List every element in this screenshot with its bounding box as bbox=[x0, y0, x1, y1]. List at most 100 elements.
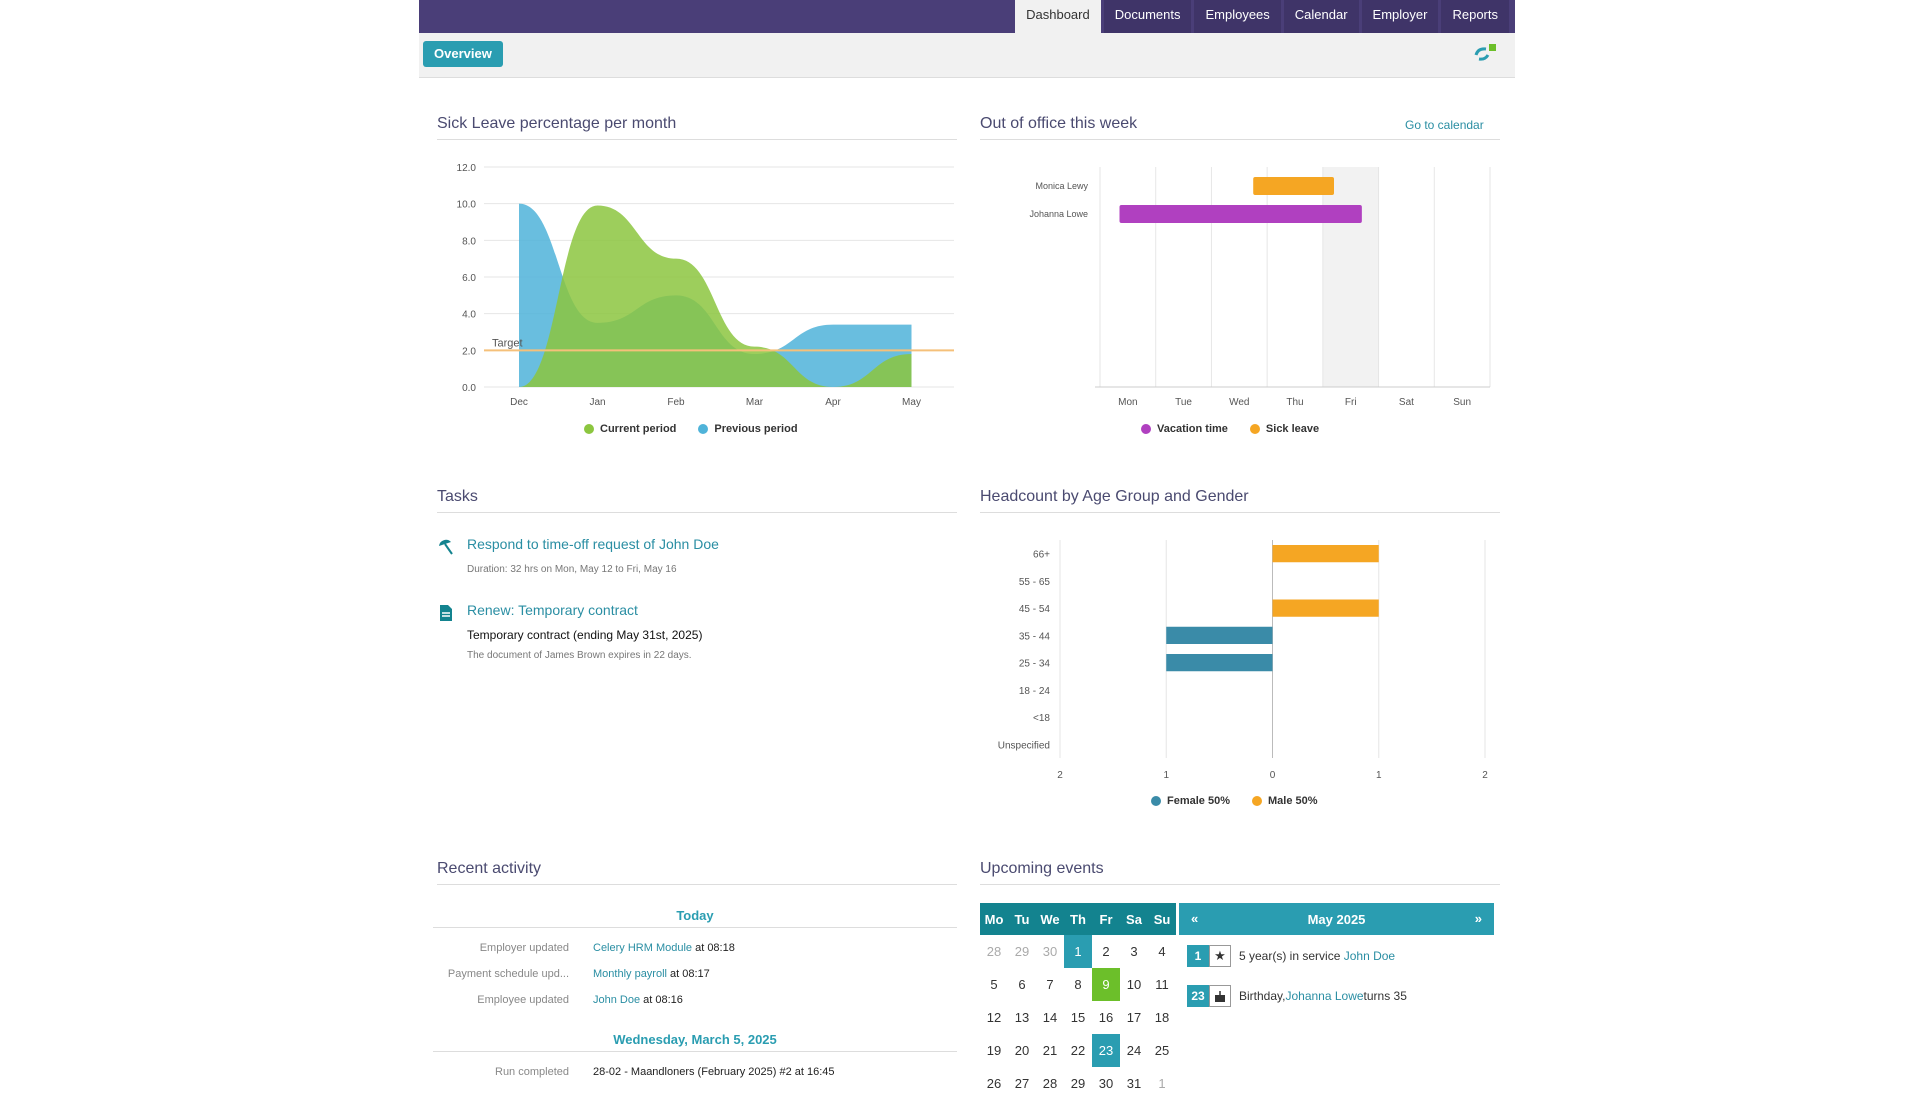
calendar-day[interactable]: 26 bbox=[986, 1076, 1002, 1091]
weekday-header: Fr bbox=[1092, 903, 1120, 935]
calendar-day[interactable]: 12 bbox=[986, 1010, 1002, 1025]
legend-previous-period[interactable]: Previous period bbox=[698, 423, 798, 435]
calendar-day[interactable]: 19 bbox=[986, 1043, 1002, 1058]
calendar-day[interactable]: 18 bbox=[1154, 1010, 1170, 1025]
legend-male[interactable]: Male 50% bbox=[1251, 795, 1318, 807]
ooo-bar bbox=[1119, 205, 1362, 223]
calendar-week-row: 5 6 7 8 9 10 11 bbox=[980, 968, 1176, 1001]
calendar-day[interactable]: 17 bbox=[1126, 1010, 1142, 1025]
calendar-day[interactable]: 4 bbox=[1158, 944, 1166, 959]
legend-vacation-time[interactable]: Vacation time bbox=[1141, 423, 1228, 435]
calendar-day-today[interactable]: 9 bbox=[1092, 968, 1120, 1001]
calendar-day[interactable]: 10 bbox=[1126, 977, 1142, 992]
x-tick-label: 0 bbox=[1270, 770, 1276, 780]
task-title[interactable]: Respond to time-off request of John Doe bbox=[467, 536, 719, 552]
x-tick-label: 1 bbox=[1376, 770, 1382, 780]
birthday-cake-glyph bbox=[1215, 991, 1225, 1002]
calendar-day-event[interactable]: 23 bbox=[1092, 1034, 1120, 1067]
tab-employer[interactable]: Employer bbox=[1361, 0, 1439, 33]
x-tick-label: Sat bbox=[1399, 397, 1414, 408]
person-label: Monica Lewy bbox=[1035, 181, 1088, 191]
calendar-day[interactable]: 16 bbox=[1098, 1010, 1114, 1025]
x-tick-label: Fri bbox=[1345, 397, 1357, 408]
calendar-day[interactable]: 8 bbox=[1074, 977, 1082, 992]
weekday-header: Su bbox=[1148, 903, 1176, 935]
calendar-day[interactable]: 29 bbox=[1070, 1076, 1086, 1091]
calendar-day[interactable]: 7 bbox=[1046, 977, 1054, 992]
task-detail: Duration: 32 hrs on Mon, May 12 to Fri, … bbox=[467, 564, 677, 575]
document-icon bbox=[440, 605, 452, 621]
calendar-day[interactable]: 27 bbox=[1014, 1076, 1030, 1091]
x-tick-label: Feb bbox=[667, 397, 685, 408]
calendar-day[interactable]: 15 bbox=[1070, 1010, 1086, 1025]
y-tick-label: 4.0 bbox=[462, 310, 476, 321]
event-text: Birthday, bbox=[1239, 989, 1286, 1003]
legend-current-period[interactable]: Current period bbox=[584, 423, 676, 435]
weekday-header: We bbox=[1036, 903, 1064, 935]
main-tabs: Dashboard Documents Employees Calendar E… bbox=[1012, 0, 1509, 33]
calendar-day[interactable]: 6 bbox=[1018, 977, 1026, 992]
calendar-week-row: 19 20 21 22 23 24 25 bbox=[980, 1034, 1176, 1067]
activity-link[interactable]: John Doe bbox=[593, 994, 641, 1006]
calendar-day[interactable]: 21 bbox=[1042, 1043, 1058, 1058]
task-item[interactable]: Renew: Temporary contract Temporary cont… bbox=[437, 602, 937, 672]
go-to-calendar-link[interactable]: Go to calendar bbox=[1405, 118, 1484, 132]
calendar-day[interactable]: 28 bbox=[1042, 1076, 1058, 1091]
y-tick-label: 55 - 65 bbox=[1019, 577, 1051, 588]
x-tick-label: 1 bbox=[1163, 770, 1169, 780]
female-bar bbox=[1166, 626, 1273, 644]
calendar-day[interactable]: 22 bbox=[1070, 1043, 1086, 1058]
next-month-button[interactable]: » bbox=[1474, 911, 1482, 926]
legend-label-female: Female 50% bbox=[1167, 795, 1230, 807]
x-tick-label: Dec bbox=[510, 397, 528, 408]
y-tick-label: 10.0 bbox=[457, 200, 477, 211]
calendar-week-row: 12 13 14 15 16 17 18 bbox=[980, 1001, 1176, 1034]
calendar-day[interactable]: 31 bbox=[1126, 1076, 1142, 1091]
calendar-day[interactable]: 29 bbox=[1014, 944, 1030, 959]
calendar-day-event[interactable]: 1 bbox=[1064, 935, 1092, 968]
legend-label-previous: Previous period bbox=[714, 423, 798, 435]
legend-sick-leave[interactable]: Sick leave bbox=[1249, 423, 1319, 435]
calendar-day[interactable]: 30 bbox=[1098, 1076, 1114, 1091]
tab-dashboard[interactable]: Dashboard bbox=[1015, 0, 1101, 33]
x-tick-label: Wed bbox=[1229, 397, 1249, 408]
overview-button[interactable]: Overview bbox=[423, 41, 503, 67]
out-of-office-legend: Vacation time Sick leave bbox=[1141, 423, 1319, 435]
calendar-day[interactable]: 28 bbox=[986, 944, 1002, 959]
x-tick-label: Apr bbox=[825, 397, 841, 408]
activity-link[interactable]: Monthly payroll bbox=[593, 968, 667, 980]
calendar-day[interactable]: 24 bbox=[1126, 1043, 1142, 1058]
calendar-day[interactable]: 30 bbox=[1042, 944, 1058, 959]
calendar-week-row: 26 27 28 29 30 31 1 bbox=[980, 1067, 1176, 1100]
event-person-link[interactable]: Johanna Lowe bbox=[1285, 989, 1364, 1003]
activity-label: Employee updated bbox=[477, 994, 569, 1006]
calendar-day[interactable]: 13 bbox=[1014, 1010, 1030, 1025]
legend-label-vacation: Vacation time bbox=[1157, 423, 1228, 435]
previous-month-button[interactable]: « bbox=[1191, 911, 1199, 926]
target-label: Target bbox=[492, 337, 523, 349]
legend-female[interactable]: Female 50% bbox=[1151, 795, 1230, 807]
tab-calendar[interactable]: Calendar bbox=[1283, 0, 1359, 33]
task-title[interactable]: Renew: Temporary contract bbox=[467, 602, 638, 618]
x-tick-label: Mar bbox=[746, 397, 764, 408]
task-item[interactable]: Respond to time-off request of John Doe … bbox=[437, 536, 937, 586]
sick-leave-legend: Current period Previous period bbox=[584, 423, 798, 435]
calendar-day[interactable]: 2 bbox=[1102, 944, 1110, 959]
event-day-badge: 1 bbox=[1187, 945, 1209, 967]
headcount-title: Headcount by Age Group and Gender bbox=[980, 488, 1500, 513]
event-person-link[interactable]: John Doe bbox=[1343, 949, 1396, 963]
calendar-day[interactable]: 11 bbox=[1155, 977, 1169, 992]
calendar-day[interactable]: 3 bbox=[1130, 944, 1138, 959]
tab-reports[interactable]: Reports bbox=[1441, 0, 1509, 33]
activity-row: Employer updated Celery HRM Module at 08… bbox=[433, 942, 957, 960]
calendar-day[interactable]: 5 bbox=[990, 977, 998, 992]
activity-link[interactable]: Celery HRM Module bbox=[593, 942, 693, 954]
tab-employees[interactable]: Employees bbox=[1194, 0, 1281, 33]
tab-documents[interactable]: Documents bbox=[1103, 0, 1192, 33]
birthday-cake-icon bbox=[1209, 985, 1231, 1007]
calendar-day[interactable]: 20 bbox=[1014, 1043, 1030, 1058]
sync-icon[interactable] bbox=[1473, 43, 1497, 61]
calendar-day[interactable]: 1 bbox=[1158, 1076, 1166, 1091]
calendar-day[interactable]: 25 bbox=[1154, 1043, 1170, 1058]
calendar-day[interactable]: 14 bbox=[1042, 1010, 1058, 1025]
